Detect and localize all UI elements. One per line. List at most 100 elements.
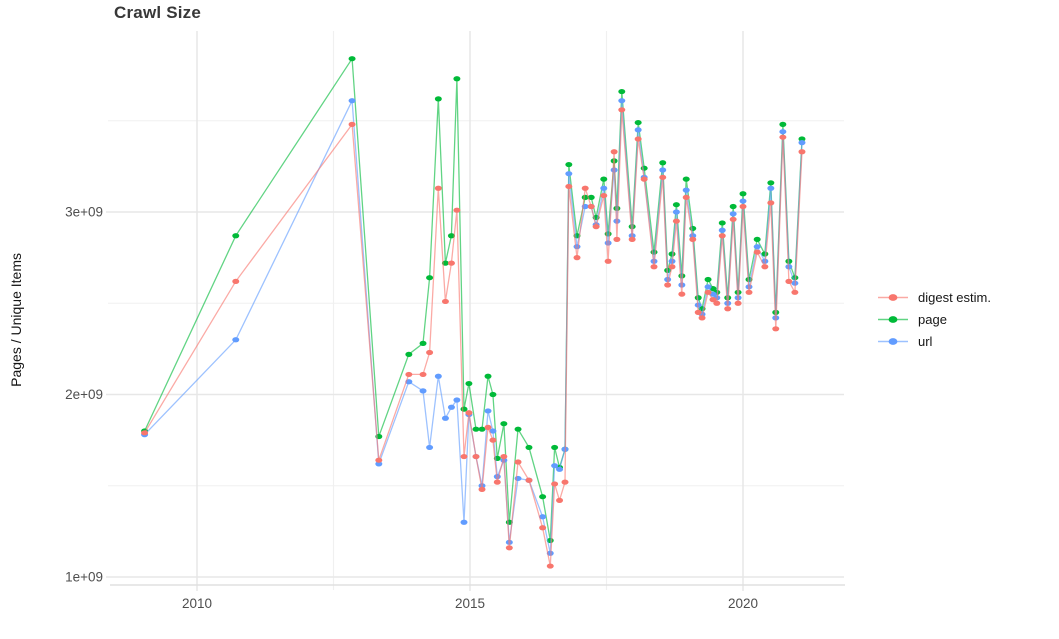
data-point — [505, 545, 513, 551]
data-point — [539, 494, 547, 500]
data-point — [791, 289, 799, 295]
data-point — [713, 300, 721, 306]
data-point — [500, 453, 508, 460]
data-point — [592, 224, 600, 230]
data-point — [426, 349, 434, 356]
data-point — [453, 207, 461, 213]
data-point — [565, 161, 573, 168]
data-point — [718, 227, 726, 233]
data-point — [546, 563, 554, 569]
x-tick-label: 2020 — [728, 596, 758, 611]
data-point — [767, 180, 775, 186]
data-point — [672, 209, 680, 215]
data-point — [767, 185, 775, 191]
data-point — [441, 415, 449, 421]
data-point — [447, 233, 455, 239]
data-point — [659, 174, 667, 180]
data-point — [581, 185, 589, 191]
data-point — [500, 421, 508, 427]
data-point — [604, 240, 612, 246]
data-point — [348, 121, 356, 127]
data-point — [587, 194, 595, 200]
data-point — [640, 176, 648, 182]
data-point — [375, 457, 383, 463]
data-point — [604, 258, 612, 264]
x-tick-label: 2010 — [182, 596, 212, 611]
data-point — [484, 408, 492, 414]
data-point — [453, 76, 461, 82]
data-point — [767, 200, 775, 206]
data-point — [798, 149, 806, 155]
data-point — [659, 167, 667, 173]
data-point — [745, 289, 753, 295]
data-point — [628, 236, 636, 242]
data-point — [704, 276, 712, 283]
data-point — [798, 140, 806, 146]
data-point — [484, 373, 492, 379]
data-point — [478, 486, 486, 492]
data-point — [772, 326, 780, 332]
data-point — [551, 444, 559, 451]
data-point — [419, 340, 427, 346]
data-point — [672, 202, 680, 208]
data-point — [426, 275, 434, 281]
data-point — [618, 98, 626, 104]
data-point — [565, 171, 573, 177]
data-point — [556, 497, 564, 503]
data-point — [573, 255, 581, 261]
legend-item-digest-estim: digest estim. — [877, 290, 991, 305]
data-point — [484, 424, 492, 430]
chart-title: Crawl Size — [114, 3, 202, 22]
data-point — [232, 233, 240, 239]
data-point — [465, 410, 473, 416]
data-point — [405, 371, 413, 378]
data-point — [724, 306, 732, 312]
data-point — [525, 444, 533, 451]
y-tick-label: 1e+09 — [65, 570, 103, 585]
data-point — [618, 88, 626, 95]
legend-label-digest: digest estim. — [918, 290, 991, 305]
data-point — [465, 380, 473, 387]
legend-marker-page-icon — [878, 316, 908, 323]
legend-marker-digest-icon — [878, 294, 908, 301]
data-point — [493, 479, 501, 485]
data-point — [659, 160, 667, 166]
data-point — [460, 519, 468, 525]
data-point — [441, 298, 449, 305]
data-point — [682, 187, 690, 193]
data-point — [753, 244, 761, 250]
data-point — [753, 236, 761, 242]
data-point — [489, 428, 497, 434]
data-point — [739, 203, 747, 210]
data-point — [600, 176, 608, 182]
legend-label-page: page — [918, 312, 947, 327]
data-point — [447, 260, 455, 266]
data-point — [232, 278, 240, 284]
data-point — [761, 264, 769, 270]
data-point — [348, 98, 356, 104]
data-point — [698, 315, 706, 321]
data-point — [739, 191, 747, 197]
data-point — [610, 149, 618, 155]
data-point — [419, 388, 427, 394]
data-point — [561, 479, 569, 485]
data-point — [460, 453, 468, 460]
data-point — [478, 426, 486, 432]
series-line-digestestim — [144, 109, 803, 567]
data-point — [613, 236, 621, 242]
data-point — [600, 185, 608, 191]
data-point — [718, 220, 726, 226]
data-point — [672, 218, 680, 224]
data-point — [694, 309, 702, 315]
data-point — [539, 514, 547, 520]
legend-dot — [888, 316, 898, 323]
data-point — [689, 236, 697, 242]
data-point — [718, 233, 726, 239]
data-point — [650, 264, 658, 270]
data-point — [668, 264, 676, 270]
data-point — [434, 96, 442, 102]
data-point — [348, 56, 356, 62]
data-point — [779, 129, 787, 135]
